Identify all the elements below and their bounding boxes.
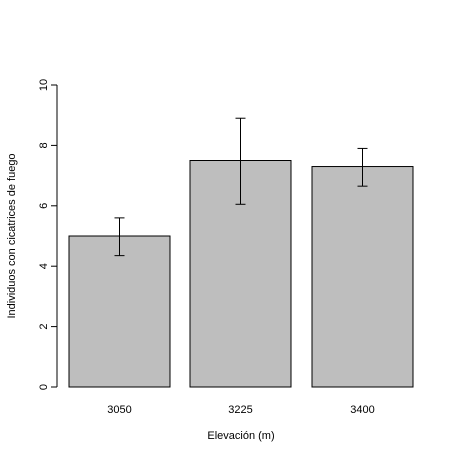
x-tick-label: 3400 bbox=[350, 404, 374, 416]
x-axis-label: Elevación (m) bbox=[207, 430, 274, 442]
y-axis-label: Individuos con cicatrices de fuego bbox=[6, 153, 18, 318]
bar bbox=[311, 166, 414, 388]
y-axis: 0 2 4 6 8 10 bbox=[38, 79, 58, 390]
error-bar bbox=[235, 117, 246, 205]
y-tick-label: 6 bbox=[38, 203, 50, 209]
x-tick-labels: 3050 3225 3400 bbox=[107, 404, 374, 416]
error-bars bbox=[114, 117, 368, 257]
error-bar bbox=[357, 147, 368, 187]
x-tick-label: 3225 bbox=[228, 404, 252, 416]
y-tick-label: 2 bbox=[38, 324, 50, 330]
bar bbox=[68, 235, 171, 388]
y-tick-label: 0 bbox=[38, 384, 50, 390]
y-tick-label: 8 bbox=[38, 142, 50, 148]
y-tick-label: 10 bbox=[38, 79, 50, 91]
y-tick-label: 4 bbox=[38, 263, 50, 269]
x-tick-label: 3050 bbox=[107, 404, 131, 416]
error-bar bbox=[114, 217, 125, 257]
